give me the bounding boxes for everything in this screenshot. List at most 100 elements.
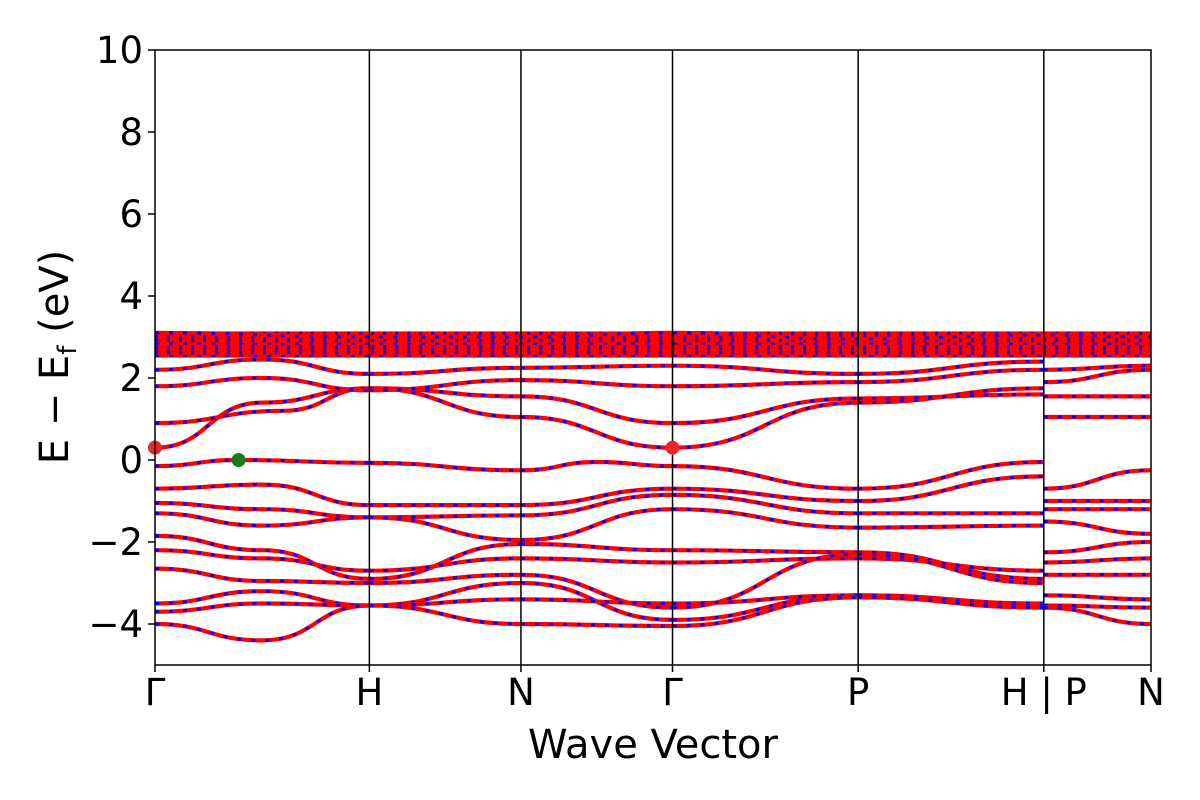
band-line-spin-down [520,364,673,370]
band-line-spin-down [1043,368,1152,384]
x-axis-ticks: Γ H N Γ P H | P N [145,665,1165,714]
band-line-spin-up [154,386,370,426]
y-axis-ticks: −4 −2 0 2 4 6 8 10 [88,29,155,646]
band-line-spin-up [1043,468,1152,491]
band-line-spin-up [369,603,521,627]
band-line-spin-down [520,556,673,564]
x-tick-label: N [507,671,535,714]
x-tick-label: N [1137,671,1165,714]
vbm-marker [231,453,246,467]
band-line-spin-up [154,566,370,586]
band-line-spin-up [154,511,370,528]
band-line-spin-down [369,573,521,585]
band-line-spin-down [154,386,370,425]
band-line-spin-down [858,524,1044,530]
y-axis-title-subscript: f [53,345,83,355]
y-tick-label: −4 [88,603,143,646]
band-line-spin-down [672,493,859,515]
band-line-spin-up [672,363,859,376]
band-line-spin-down [1043,468,1152,491]
band-line-spin-down [858,595,1044,610]
band-line-spin-down [858,552,1044,585]
x-tick-label: H [355,671,383,714]
band-line-spin-down [672,556,859,564]
band-line-spin-down [154,604,370,642]
band-line-spin-down [672,397,859,425]
y-tick-label: 6 [119,193,143,236]
x-tick-label: P [847,671,869,714]
band-line-spin-down [672,364,859,376]
band-line-spin-down [1043,556,1152,564]
band-line-spin-up [154,500,370,520]
kpath-divider-lines [368,50,1045,665]
y-tick-label: 8 [119,111,143,154]
band-line-spin-up [154,589,370,608]
band-line-spin-up [672,548,859,555]
y-tick-label: −2 [88,521,143,564]
band-line-spin-up [520,572,673,610]
band-line-spin-down [858,474,1044,503]
band-line-spin-down [520,622,673,628]
band-line-spin-down [672,593,859,605]
x-tick-label: H | P [1001,671,1087,714]
band-line-spin-up [154,482,370,508]
band-line-spin-down [1043,606,1152,626]
band-line-spin-down [858,556,1044,573]
band-line-spin-down [672,487,859,503]
band-line-spin-up [369,541,521,581]
band-line-spin-down [1043,364,1152,372]
cbm-marker [665,440,680,455]
band-line-spin-up [520,414,673,450]
y-axis-title: E − Ef (eV) [32,250,83,465]
band-line-spin-up [672,556,859,565]
band-line-spin-down [1043,604,1152,610]
band-line-spin-down [1043,593,1152,601]
band-line-spin-down [154,534,370,581]
band-line-spin-up [154,375,370,393]
band-line-spin-up [154,601,370,614]
band-line-spin-down [672,380,859,388]
band-line-spin-down [369,386,521,398]
x-tick-label: Γ [662,671,683,714]
band-line-spin-down [858,460,1044,491]
band-line-spin-down [369,556,521,573]
x-axis-title: Wave Vector [528,722,779,768]
plot-frame [154,49,1152,666]
band-line-spin-down [858,368,1044,384]
band-line-spin-up [154,357,370,376]
band-line-spin-down [369,513,521,519]
band-line-spin-down [369,378,521,392]
band-line-spin-up [369,515,521,543]
band-line-spin-down [858,360,1044,376]
band-line-spin-up [520,459,673,473]
band-line-spin-down [1043,540,1152,554]
band-line-spin-down [672,401,859,450]
band-line-spin-up [154,386,370,450]
x-tick-label: Γ [145,671,166,714]
band-line-spin-up [672,380,859,389]
y-tick-label: 2 [119,357,143,400]
band-line-spin-down [369,366,521,376]
band-line-spin-down [858,392,1044,400]
band-line-spin-down [672,507,859,530]
band-line-spin-down [520,487,673,507]
band-line-spin-down [672,552,859,610]
band-line-spin-down [1043,520,1152,536]
y-tick-label: 0 [119,439,143,482]
band-line-spin-down [369,604,521,626]
band-line-spin-down [520,493,673,517]
band-line-spin-down [672,548,859,554]
band-line-spin-up [154,548,370,573]
y-tick-label: 10 [96,29,143,72]
band-line-spin-down [520,378,673,388]
y-tick-label: 4 [119,275,143,318]
band-line-spin-down [369,581,521,607]
band-line-spin-up [1043,605,1152,627]
band-lines [154,330,1152,643]
band-line-spin-down [672,595,859,628]
band-line-spin-down [858,386,1044,405]
band-line-spin-down [672,464,859,491]
band-line-spin-up [520,394,673,426]
band-line-spin-down [369,461,521,472]
